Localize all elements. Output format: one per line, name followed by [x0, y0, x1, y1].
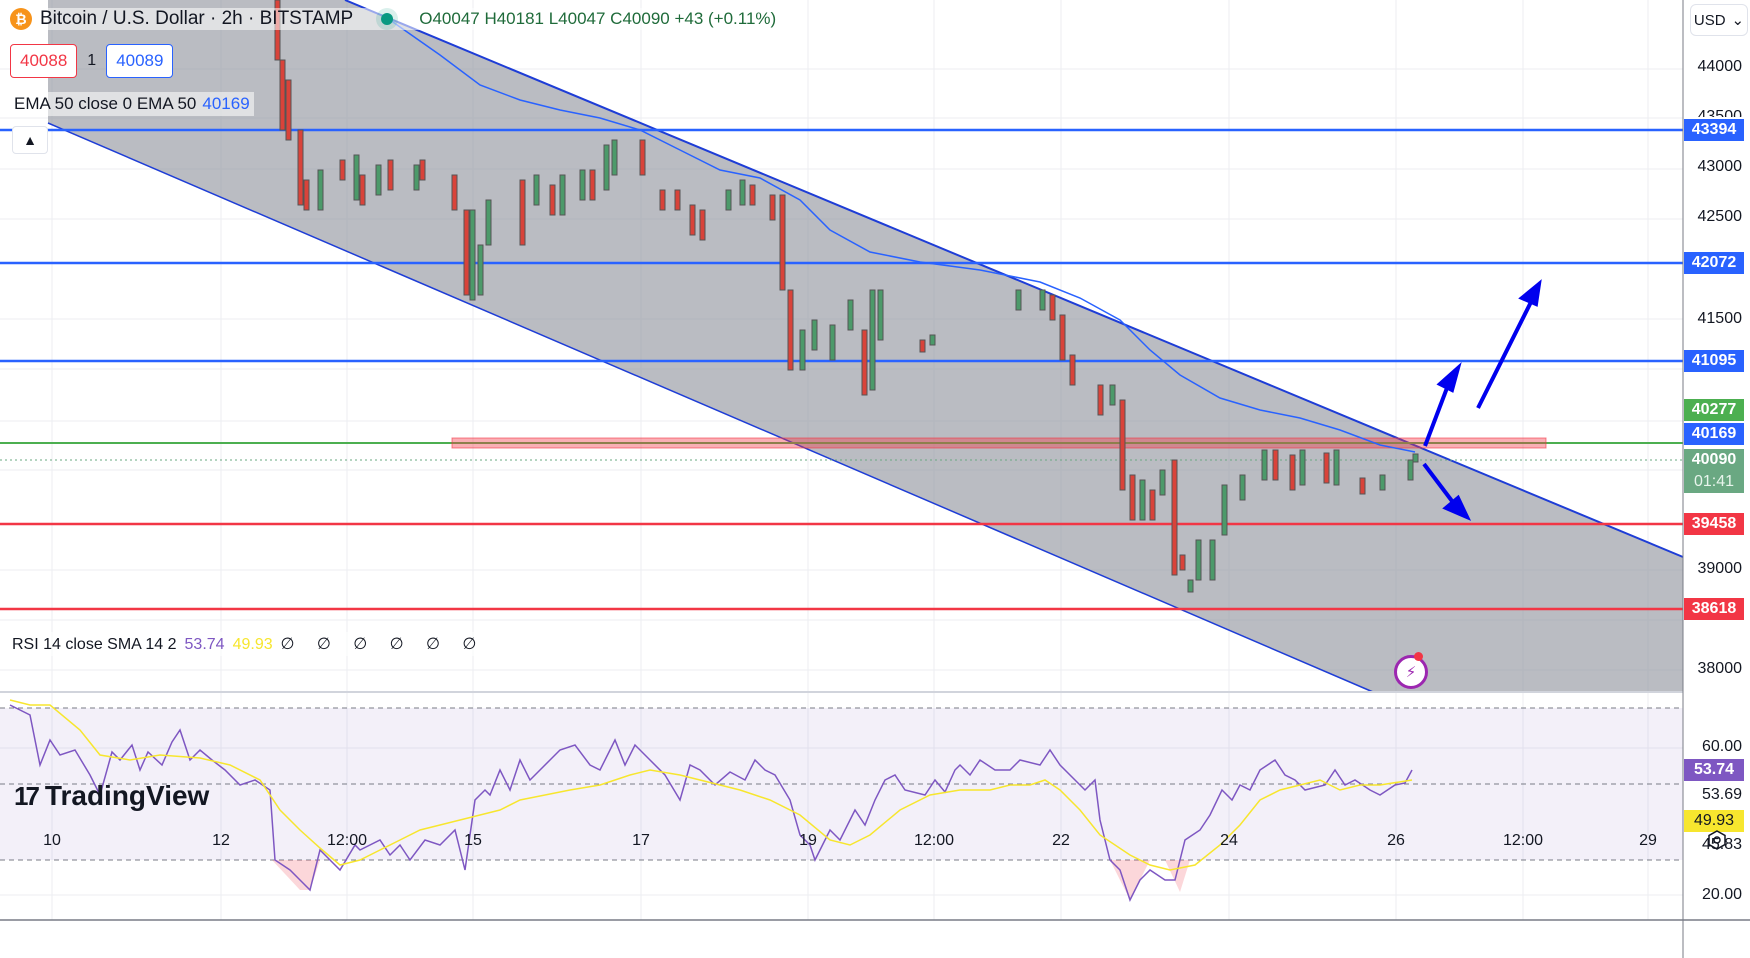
bid-ask-panel: 40088 1 40089 [10, 44, 174, 78]
rsi-sma-line [9, 699, 1413, 871]
time-tick: 19 [799, 832, 817, 849]
tradingview-logo[interactable]: 17 TradingView [14, 780, 209, 812]
spread-value: 1 [87, 52, 97, 69]
market-open-indicator-icon [381, 13, 394, 25]
time-tick: 15 [464, 832, 482, 849]
channel-lower-line[interactable] [47, 122, 1374, 693]
price-tag-41095[interactable]: 41095 [1684, 350, 1744, 372]
buy-button[interactable]: 40089 [106, 44, 174, 78]
ema-50-line [389, 19, 1416, 453]
time-tick: 24 [1220, 832, 1238, 849]
price-tick: 38000 [1697, 660, 1743, 677]
price-tag-43394[interactable]: 43394 [1684, 119, 1744, 141]
rsi-tick: 20.00 [1701, 886, 1742, 903]
price-tick: 42500 [1697, 208, 1743, 225]
rsi-legend[interactable]: RSI 14 close SMA 14 2 53.74 49.93 ∅ ∅ ∅ ∅ ∅… [8, 632, 490, 656]
time-tick: 12 [212, 832, 230, 849]
channel-upper-line[interactable] [344, 0, 1684, 558]
rsi-legend-value: 53.74 [184, 636, 225, 653]
ema-legend-label: EMA 50 close 0 EMA 50 [14, 94, 197, 113]
time-tick: 26 [1387, 832, 1405, 849]
currency-selector[interactable]: USD ⌄ [1690, 4, 1748, 36]
sell-button[interactable]: 40088 [10, 44, 78, 78]
rsi-tick: 60.00 [1701, 738, 1742, 755]
time-tick: 29 [1639, 832, 1657, 849]
price-tag-38618[interactable]: 38618 [1684, 598, 1744, 620]
gear-icon [1708, 830, 1726, 850]
time-tick: 22 [1052, 832, 1070, 849]
symbol-title[interactable]: Bitcoin / U.S. Dollar · 2h · BITSTAMP [40, 8, 354, 29]
rsi-null-values: ∅ ∅ ∅ ∅ ∅ ∅ [280, 636, 486, 653]
ohlc-values: O40047 H40181 L40047 C40090 +43 (+0.11%) [419, 9, 777, 28]
time-tick: 12:00 [326, 832, 368, 849]
price-tick: 43500 [1697, 108, 1743, 125]
notification-dot-icon [1414, 652, 1423, 661]
ema-legend-value: 40169 [202, 94, 250, 113]
last-price-tag[interactable]: 40090 [1684, 449, 1744, 471]
chart-settings-button[interactable] [1704, 827, 1730, 853]
rsi-value-tag[interactable]: 53.74 [1684, 759, 1744, 781]
resistance-zone[interactable] [451, 437, 1547, 449]
rsi-tick: 53.69 [1701, 786, 1742, 803]
time-tick: 12:00 [913, 832, 955, 849]
chevron-up-icon: ▲ [23, 132, 37, 148]
price-tag-40277[interactable]: 40277 [1684, 399, 1744, 421]
chevron-down-icon: ⌄ [1731, 12, 1745, 29]
price-tick: 41500 [1697, 310, 1743, 327]
price-tag-42072[interactable]: 42072 [1684, 252, 1744, 274]
lightning-alert-icon[interactable]: ⚡ [1394, 655, 1428, 689]
rsi-sma-value-tag[interactable]: 49.93 [1684, 810, 1744, 832]
ema-price-tag[interactable]: 40169 [1684, 423, 1744, 445]
bar-countdown: 01:41 [1684, 471, 1744, 493]
price-tick: 43000 [1697, 158, 1743, 175]
rsi-tick: 45.83 [1701, 836, 1742, 853]
tradingview-logo-text: TradingView [44, 780, 210, 811]
collapse-legend-button[interactable]: ▲ [12, 126, 48, 154]
price-tick: 44000 [1697, 58, 1743, 75]
rsi-legend-label: RSI 14 close SMA 14 2 [12, 636, 177, 653]
ema-legend[interactable]: EMA 50 close 0 EMA 50 40169 [10, 92, 254, 116]
time-tick: 12:00 [1502, 832, 1544, 849]
price-tag-39458[interactable]: 39458 [1684, 513, 1744, 535]
symbol-legend[interactable]: ₿ Bitcoin / U.S. Dollar · 2h · BITSTAMP … [10, 8, 783, 30]
rsi-sma-legend-value: 49.93 [232, 636, 273, 653]
time-tick: 10 [43, 832, 61, 849]
rsi-line [9, 704, 1413, 902]
forecast-arrows[interactable] [1422, 279, 1542, 521]
time-tick: 17 [632, 832, 650, 849]
price-tick: 39000 [1697, 560, 1743, 577]
candlesticks[interactable] [274, 0, 1419, 593]
currency-label: USD [1693, 11, 1726, 29]
tradingview-logo-icon: 17 [14, 780, 40, 811]
bitcoin-icon: ₿ [10, 8, 32, 30]
